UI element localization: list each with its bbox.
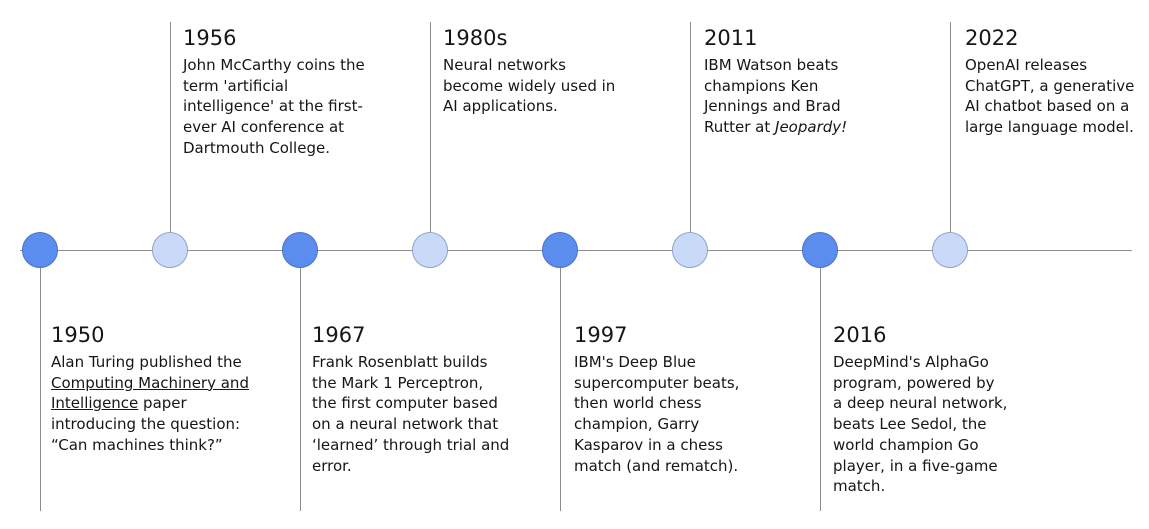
event-year: 2016 bbox=[833, 323, 887, 347]
connector-1980s bbox=[430, 22, 431, 251]
node-1967 bbox=[282, 232, 318, 268]
event-year: 1956 bbox=[183, 26, 237, 50]
event-1980s: 1980s Neural networks become widely used… bbox=[443, 25, 618, 117]
connector-1956 bbox=[170, 22, 171, 251]
event-1956: 1956 John McCarthy coins the term 'artif… bbox=[183, 25, 378, 159]
event-1997: 1997 IBM's Deep Blue supercomputer beats… bbox=[574, 322, 764, 476]
connector-1967 bbox=[300, 251, 301, 511]
event-description: Neural networks become widely used in AI… bbox=[443, 56, 616, 116]
event-year: 2022 bbox=[965, 26, 1019, 50]
node-2016 bbox=[802, 232, 838, 268]
connector-2016 bbox=[820, 251, 821, 511]
connector-2022 bbox=[950, 22, 951, 251]
node-2022 bbox=[932, 232, 968, 268]
event-text: IBM Watson beats champions Ken Jennings … bbox=[704, 56, 841, 137]
event-text: paper introducing the question: “Can mac… bbox=[51, 394, 241, 454]
show-title: Jeopardy! bbox=[775, 118, 848, 137]
event-2016: 2016 DeepMind's AlphaGo program, powered… bbox=[833, 322, 1008, 497]
connector-1997 bbox=[560, 251, 561, 511]
event-year: 1967 bbox=[312, 323, 366, 347]
event-description: IBM Watson beats champions Ken Jennings … bbox=[704, 55, 864, 138]
event-description: John McCarthy coins the term 'artificial… bbox=[183, 56, 365, 157]
node-1950 bbox=[22, 232, 58, 268]
node-2011 bbox=[672, 232, 708, 268]
paper-link[interactable]: Computing Machinery and Intelligence bbox=[51, 373, 249, 413]
node-1956 bbox=[152, 232, 188, 268]
event-year: 1997 bbox=[574, 323, 628, 347]
connector-2011 bbox=[690, 22, 691, 251]
event-1950: 1950 Alan Turing published the Computing… bbox=[51, 322, 256, 456]
event-year: 1980s bbox=[443, 26, 508, 50]
node-1980s bbox=[412, 232, 448, 268]
connector-1950 bbox=[40, 251, 41, 511]
event-description: OpenAI releases ChatGPT, a generative AI… bbox=[965, 56, 1135, 137]
event-year: 1950 bbox=[51, 323, 105, 347]
event-description: Alan Turing published the Computing Mach… bbox=[51, 352, 256, 456]
event-description: DeepMind's AlphaGo program, powered by a… bbox=[833, 353, 1008, 496]
event-2022: 2022 OpenAI releases ChatGPT, a generati… bbox=[965, 25, 1145, 138]
event-1967: 1967 Frank Rosenblatt builds the Mark 1 … bbox=[312, 322, 512, 476]
event-2011: 2011 IBM Watson beats champions Ken Jenn… bbox=[704, 25, 864, 138]
event-year: 2011 bbox=[704, 26, 758, 50]
event-description: Frank Rosenblatt builds the Mark 1 Perce… bbox=[312, 353, 510, 475]
event-description: IBM's Deep Blue supercomputer beats, the… bbox=[574, 353, 740, 475]
event-text: Alan Turing published the bbox=[51, 353, 242, 371]
node-1997 bbox=[542, 232, 578, 268]
